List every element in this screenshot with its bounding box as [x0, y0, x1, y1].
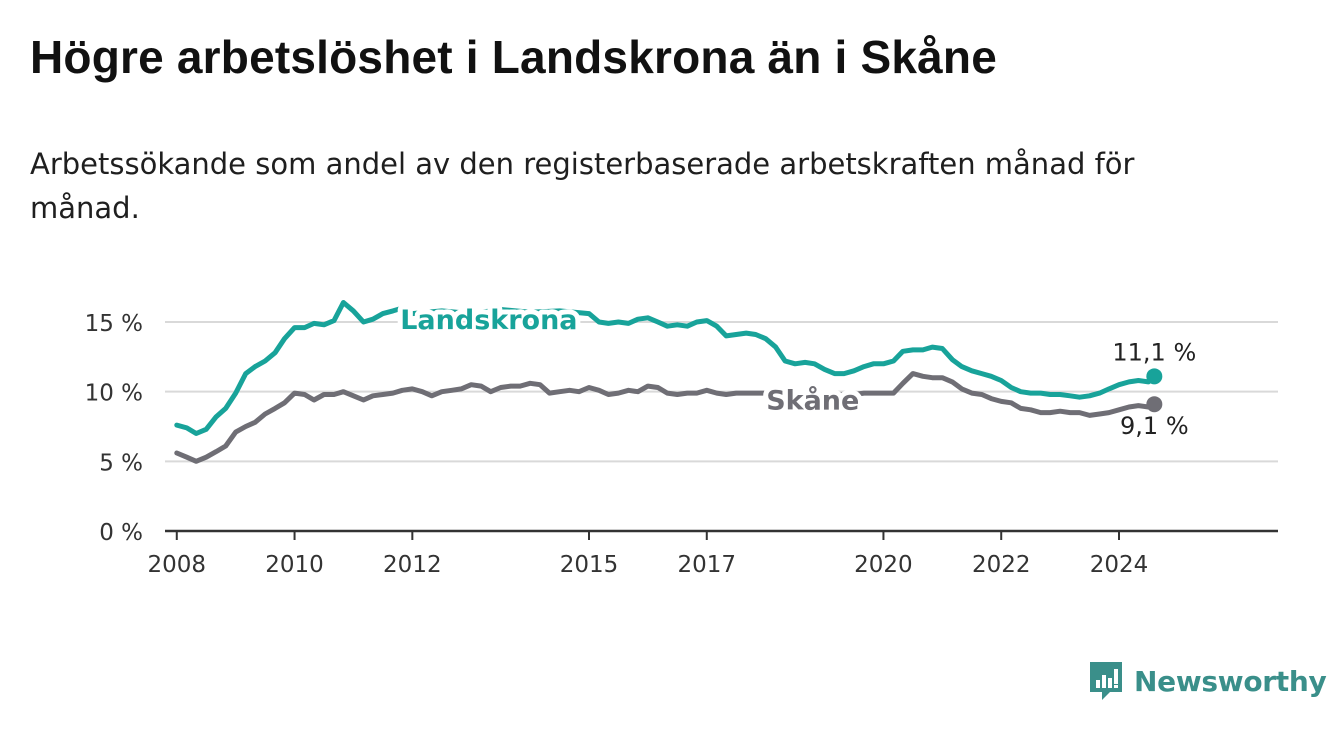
y-axis: 0 % 5 % 10 % 15 % [85, 311, 143, 546]
x-tick-label: 2022 [972, 552, 1031, 578]
series-line-landskrona [174, 300, 1157, 436]
x-tick-label: 2024 [1090, 552, 1149, 578]
brand-name: Newsworthy [1134, 664, 1327, 698]
y-tick-label: 15 % [85, 311, 143, 337]
x-tick-label: 2012 [383, 552, 442, 578]
x-tick-label: 2010 [265, 552, 324, 578]
y-tick-label: 5 % [99, 450, 143, 476]
series-layer [174, 300, 1163, 464]
end-value-label: 9,1 % [1120, 412, 1189, 440]
chart-title: Högre arbetslöshet i Landskrona än i Skå… [30, 31, 998, 83]
brand-logo[interactable]: Newsworthy [1088, 660, 1327, 702]
series-label: Landskrona [400, 305, 577, 336]
label-layer: Landskrona Skåne 11,1 % 9,1 % [395, 300, 1196, 440]
series-line-skane [174, 371, 1157, 464]
x-tick-label: 2015 [560, 552, 619, 578]
series-end-point [1146, 368, 1163, 385]
end-value-label: 11,1 % [1112, 338, 1196, 366]
y-tick-label: 10 % [85, 381, 143, 407]
x-tick-label: 2008 [148, 552, 207, 578]
y-tick-label: 0 % [99, 520, 143, 546]
x-tick-label: 2020 [854, 552, 913, 578]
series-label: Skåne [766, 384, 859, 416]
x-tick-label: 2017 [678, 552, 737, 578]
chart-subtitle: Arbetssökande som andel av den registerb… [30, 147, 1135, 225]
series-end-point [1146, 396, 1163, 413]
x-axis: 2008 2010 2012 2015 2017 2020 2022 2024 [148, 529, 1278, 578]
newsworthy-logo-icon [1090, 662, 1122, 700]
